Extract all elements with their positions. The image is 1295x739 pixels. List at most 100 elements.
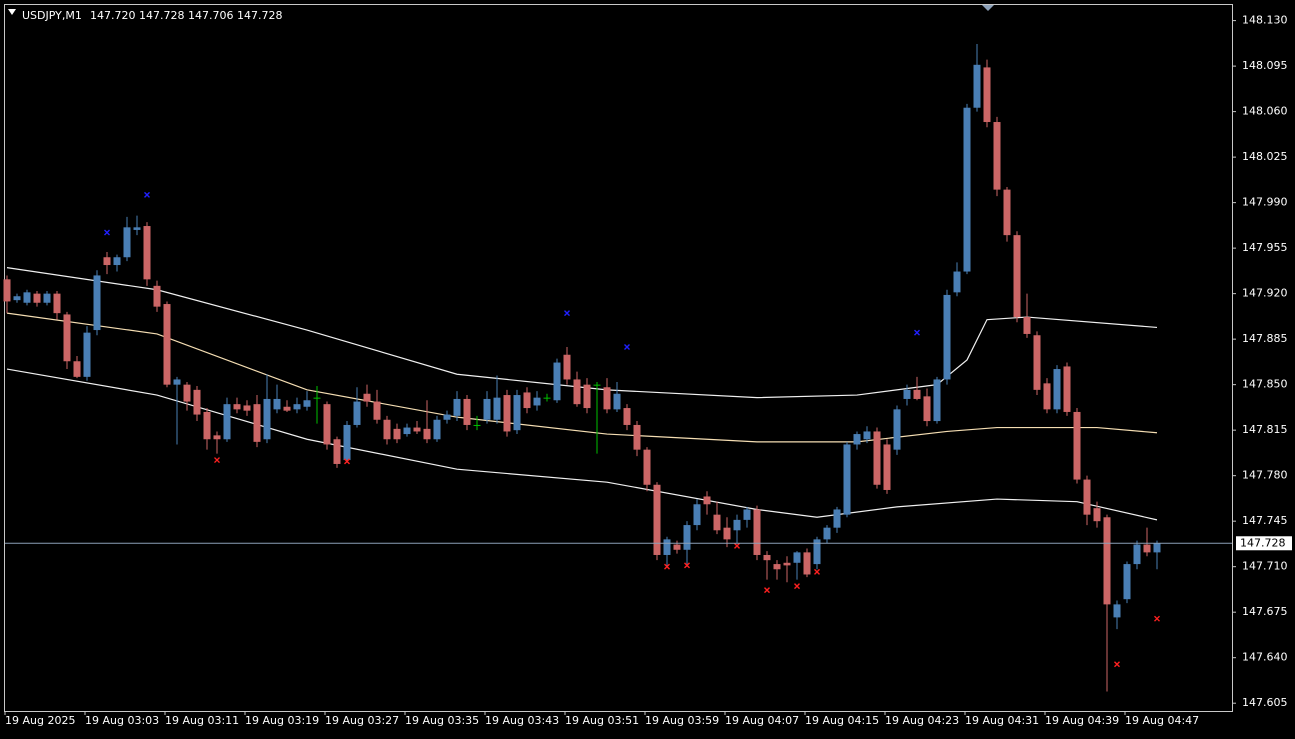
x-tick-label: 19 Aug 04:39 [1045,714,1119,727]
candle-body [673,544,681,550]
candle-body [113,257,121,266]
candle-body [613,393,621,410]
candle-body [1093,508,1101,522]
y-tick-label: 148.130 [1242,14,1288,27]
candle-body [783,562,791,566]
candle-body [353,401,361,425]
candle-body [843,444,851,515]
x-tick-label: 19 Aug 03:51 [565,714,639,727]
y-tick-label: 147.850 [1242,378,1288,391]
fractal-marker [734,542,740,549]
fractal-marker [564,310,570,317]
candle-body [873,431,881,485]
x-tick-label: 19 Aug 03:35 [405,714,479,727]
candle-body [323,404,331,445]
candle-body [223,404,231,440]
fractal-marker [624,343,630,350]
candle-body [803,552,811,575]
fractal-marker [764,587,770,594]
candle-body [1143,544,1151,553]
y-tick-label: 147.640 [1242,651,1288,664]
candle-body [383,419,391,440]
candle-body [33,293,41,303]
candle-body [13,296,21,301]
candle-body [1033,335,1041,390]
candle-body [663,539,671,555]
candle-body [493,397,501,420]
candle-body [173,379,181,385]
candle-body [293,404,301,410]
candle-body [1063,366,1071,412]
plot: 148.130 148.095 148.060 148.025 147.990 147.9… [3,14,1292,727]
candle-body [763,554,771,561]
candle-body [53,293,61,314]
candle-body [543,397,551,399]
candle-body [1103,517,1111,605]
y-tick-label: 147.745 [1242,514,1288,527]
y-tick-label: 148.025 [1242,150,1288,163]
candle-body [973,64,981,108]
candle-body [963,107,971,272]
candle-body [393,428,401,440]
candle-body [63,314,71,362]
x-tick-label: 19 Aug 04:15 [805,714,879,727]
candle-body [893,409,901,450]
current-price-label: 147.728 [1240,536,1286,549]
x-tick-label: 19 Aug 04:47 [1125,714,1199,727]
candle-body [363,393,371,402]
chart-title: USDJPY,M1 [22,9,82,22]
candle-body [723,527,731,540]
candle-body [1123,564,1131,600]
candle-body [773,564,781,570]
candle-body [123,227,131,258]
candle-body [1023,317,1031,334]
candle-body [43,293,51,303]
candle-body [1073,411,1081,480]
candle-body [553,362,561,401]
candle-body [273,398,281,410]
candle-body [853,434,861,445]
menu-arrow[interactable] [8,9,16,15]
candle-body [693,504,701,526]
candle-body [563,354,571,380]
candle-body [213,435,221,440]
candle-body [313,397,321,399]
x-tick-label: 19 Aug 03:11 [165,714,239,727]
candle-body [1153,543,1161,553]
candle-body [103,257,111,266]
y-tick-label: 147.955 [1242,241,1288,254]
x-tick-label: 19 Aug 2025 [5,714,75,727]
candle-body [283,406,291,411]
candle-body [443,414,451,420]
candle-body [913,389,921,399]
candle-body [303,400,311,407]
candle-body [653,484,661,555]
candle-body [403,427,411,435]
candle-body [573,379,581,405]
fractal-marker [344,458,350,465]
candle-body [983,67,991,123]
y-tick-label: 147.710 [1242,560,1288,573]
candle-body [813,539,821,565]
candle-body [733,519,741,531]
candle-body [233,404,241,410]
y-tick-label: 147.675 [1242,605,1288,618]
candle-body [143,226,151,280]
candle-body [643,449,651,485]
candle-body [883,444,891,490]
y-tick-label: 147.920 [1242,287,1288,300]
candle-body [513,395,521,431]
candle-body [503,395,511,432]
candle-body [243,405,251,411]
x-tick-label: 19 Aug 03:03 [85,714,159,727]
fractal-marker [1154,615,1160,622]
plot-frame [4,4,1233,712]
candle-body [1083,479,1091,515]
fractal-marker [144,191,150,198]
candle-body [153,285,161,307]
y-tick-label: 147.605 [1242,696,1288,709]
x-tick-label: 19 Aug 03:19 [245,714,319,727]
